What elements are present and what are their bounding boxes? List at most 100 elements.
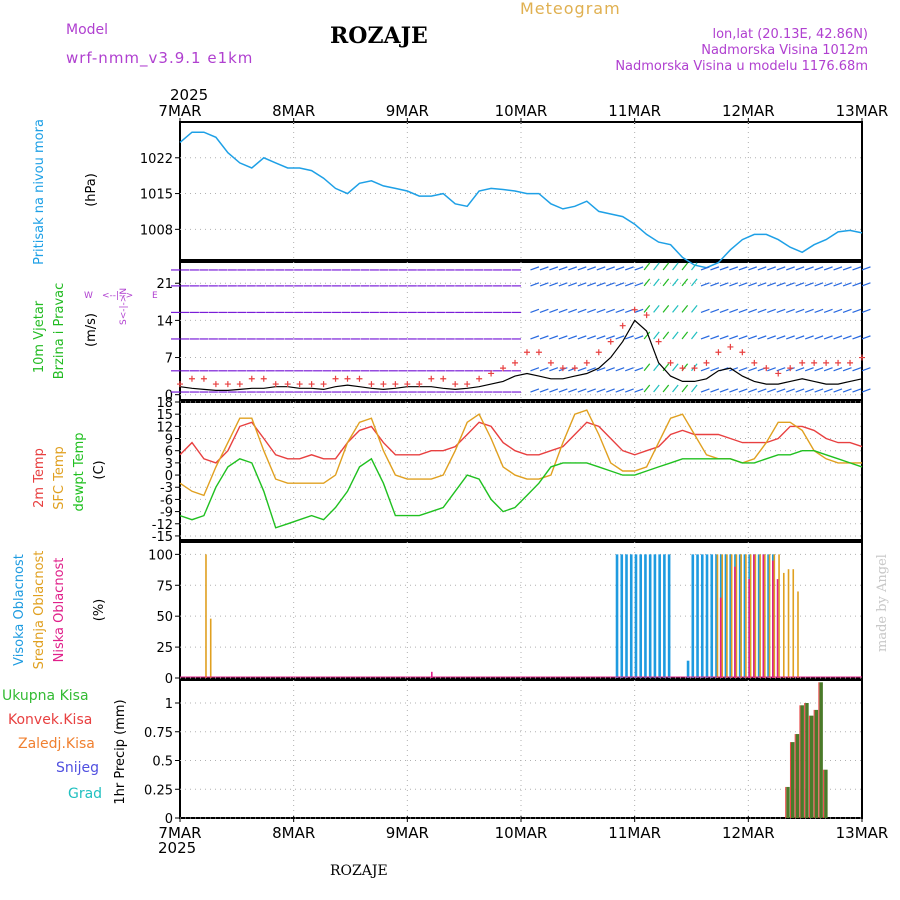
wind-barb — [662, 363, 670, 372]
y-tick-label: 9 — [165, 433, 173, 448]
svg-text:E: E — [152, 291, 158, 301]
precip-bar — [786, 786, 790, 818]
wind-barb — [662, 331, 670, 340]
wind-barb — [719, 388, 729, 393]
wind-barb — [823, 367, 833, 372]
wind-barb — [700, 308, 710, 313]
wind-barb — [814, 266, 824, 271]
gust-marker — [428, 375, 435, 382]
wind-barb — [653, 363, 660, 372]
wind-barb — [738, 308, 748, 313]
wind-barb — [804, 282, 814, 287]
time-tick-label: 9MAR — [386, 824, 429, 842]
mid-cloud-bar — [773, 554, 776, 678]
conv-precip-bar — [813, 709, 815, 818]
wind-barb — [539, 308, 549, 313]
wind-barb — [662, 384, 670, 393]
wind-barb — [634, 282, 644, 287]
wind-barb — [530, 282, 540, 287]
low-cloud-bar — [719, 597, 722, 678]
gust-marker — [224, 381, 231, 388]
pressure-series — [179, 131, 863, 269]
precip-bar — [819, 682, 823, 818]
high-cloud-bar — [653, 554, 657, 678]
gust-marker — [835, 359, 842, 366]
wind-barb — [634, 335, 644, 340]
wind-barb — [596, 308, 606, 313]
wind-barb — [577, 266, 587, 271]
wind-barb — [823, 388, 833, 393]
conv-precip-bar — [818, 682, 820, 818]
wind-barb — [653, 278, 660, 287]
wind-barb — [606, 308, 615, 313]
gust-marker — [583, 359, 590, 366]
model-name: wrf-nmm_v3.9.1 e1km — [66, 49, 253, 68]
wind-barb — [814, 282, 824, 287]
time-tick-label: 12MAR — [722, 824, 775, 842]
wind-barb — [558, 388, 568, 393]
wind-barb — [681, 262, 689, 271]
high-cloud-bar — [696, 554, 699, 678]
pressure-line — [179, 131, 863, 269]
time-tick-label: 12MAR — [722, 102, 775, 120]
low-cloud-bar — [431, 671, 433, 678]
time-tick-label: 13MAR — [836, 824, 889, 842]
wind-barb — [672, 305, 679, 313]
wind-barb — [681, 278, 689, 287]
wind-barb — [757, 335, 767, 340]
time-tick-label: 11MAR — [608, 824, 661, 842]
wind-barb — [549, 388, 559, 393]
wind-barb — [795, 266, 805, 271]
wind-barb — [596, 367, 606, 372]
cloud-label-1: Visoka Oblacnost — [12, 554, 27, 666]
precip-legend-hail: Grad — [68, 786, 102, 802]
wind-barb — [861, 308, 871, 313]
wind-barb — [634, 388, 644, 393]
wind-barb — [814, 335, 824, 340]
wind-barb — [842, 282, 852, 287]
wind-barb — [842, 308, 852, 313]
wind-barb — [606, 282, 615, 287]
gust-marker — [787, 365, 794, 372]
wind-barb — [795, 335, 805, 340]
wind-barb — [596, 388, 606, 393]
gust-marker — [512, 359, 519, 366]
y-tick-label: 1022 — [140, 152, 173, 167]
wind-barb — [710, 388, 720, 393]
wind-barb — [861, 266, 871, 271]
wind-barb — [833, 282, 843, 287]
wind-barb — [615, 282, 625, 287]
time-tick-label: 11MAR — [608, 102, 661, 120]
y-tick-label: 1015 — [140, 188, 173, 203]
high-cloud-bar — [620, 554, 624, 678]
wind-barb — [729, 282, 739, 287]
mid-cloud-bar — [209, 618, 212, 678]
wind-barb — [530, 308, 540, 313]
wind-barb — [738, 282, 748, 287]
wind-barb — [719, 308, 729, 313]
wind-barb — [587, 335, 596, 340]
mid-cloud-bar — [759, 554, 761, 678]
wind-barb — [842, 266, 852, 271]
wind-barb — [530, 335, 540, 340]
wind-compass-icon: W <--|--> E S<-|->N — [84, 288, 158, 325]
gust-marker — [452, 381, 459, 388]
wind-barb — [596, 282, 606, 287]
wind-barb — [700, 388, 710, 393]
cloud-bars — [180, 554, 862, 678]
gust-marker — [751, 359, 758, 366]
gust-marker — [559, 365, 566, 372]
credit-label: made by Angel — [875, 554, 890, 652]
wind-barb — [643, 262, 651, 271]
conv-precip-bar — [799, 705, 801, 818]
wind-barb — [710, 308, 720, 313]
wind-barb — [767, 266, 776, 271]
gust-marker — [212, 381, 219, 388]
conv-precip-bar — [804, 703, 806, 818]
temp-2m-line — [179, 421, 863, 464]
wind-barb — [738, 335, 748, 340]
wind-barb — [615, 388, 625, 393]
wind-barb — [767, 308, 776, 313]
wind-barb — [568, 388, 578, 393]
wind-series — [171, 262, 871, 393]
